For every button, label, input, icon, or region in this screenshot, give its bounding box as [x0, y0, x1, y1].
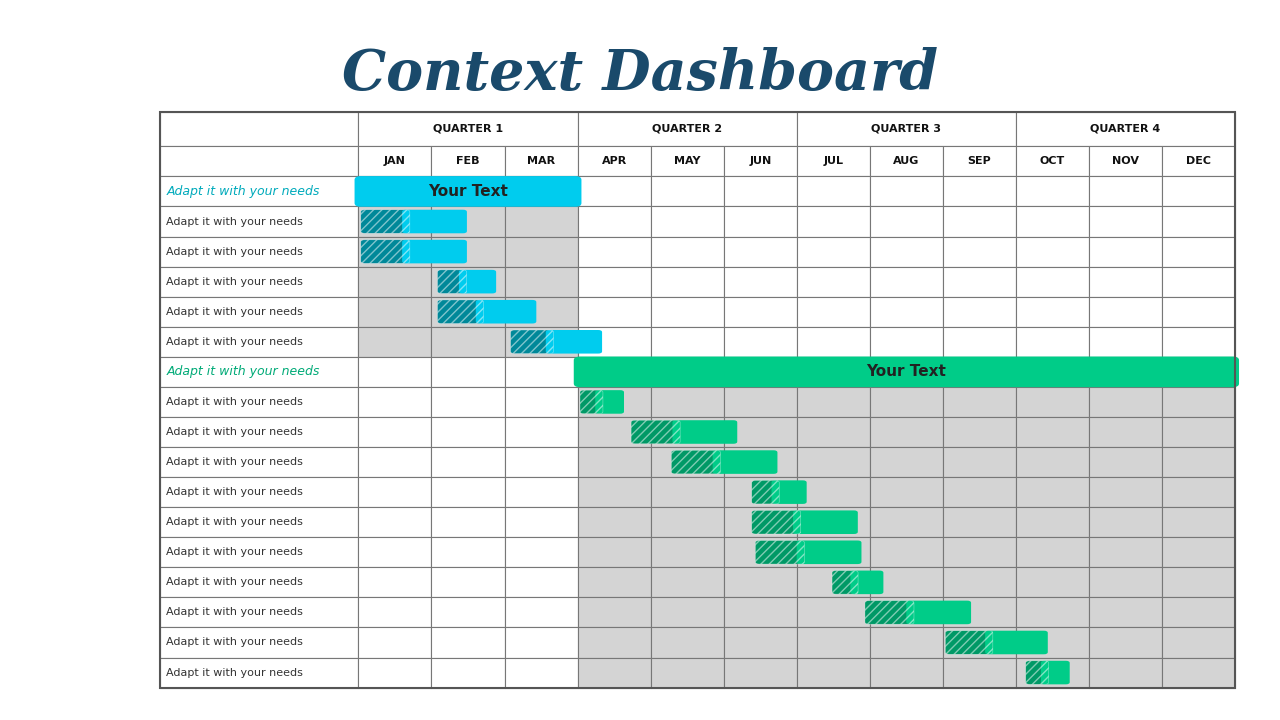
- Text: Adapt it with your needs: Adapt it with your needs: [166, 667, 303, 678]
- Text: APR: APR: [602, 156, 627, 166]
- Text: Adapt it with your needs: Adapt it with your needs: [166, 517, 303, 527]
- Text: Adapt it with your needs: Adapt it with your needs: [166, 365, 320, 378]
- Text: Adapt it with your needs: Adapt it with your needs: [166, 397, 303, 407]
- Text: OCT: OCT: [1039, 156, 1065, 166]
- Text: Adapt it with your needs: Adapt it with your needs: [166, 457, 303, 467]
- Text: MAY: MAY: [675, 156, 700, 166]
- Text: MAR: MAR: [527, 156, 556, 166]
- Text: SEP: SEP: [968, 156, 991, 166]
- Text: QUARTER 1: QUARTER 1: [433, 124, 503, 134]
- Text: Context Dashboard: Context Dashboard: [342, 47, 938, 102]
- Text: JUL: JUL: [823, 156, 844, 166]
- Text: QUARTER 3: QUARTER 3: [872, 124, 941, 134]
- Text: NOV: NOV: [1112, 156, 1139, 166]
- Text: Adapt it with your needs: Adapt it with your needs: [166, 608, 303, 618]
- Text: Your Text: Your Text: [867, 364, 946, 379]
- Text: JAN: JAN: [384, 156, 406, 166]
- Text: Adapt it with your needs: Adapt it with your needs: [166, 487, 303, 497]
- Text: DEC: DEC: [1187, 156, 1211, 166]
- Text: Adapt it with your needs: Adapt it with your needs: [166, 276, 303, 287]
- Text: AUG: AUG: [893, 156, 919, 166]
- Text: Adapt it with your needs: Adapt it with your needs: [166, 307, 303, 317]
- Text: QUARTER 4: QUARTER 4: [1091, 124, 1161, 134]
- Text: Adapt it with your needs: Adapt it with your needs: [166, 427, 303, 437]
- Text: QUARTER 2: QUARTER 2: [652, 124, 722, 134]
- Text: Adapt it with your needs: Adapt it with your needs: [166, 337, 303, 347]
- Text: Adapt it with your needs: Adapt it with your needs: [166, 246, 303, 256]
- Text: Adapt it with your needs: Adapt it with your needs: [166, 577, 303, 588]
- Text: JUN: JUN: [749, 156, 772, 166]
- Text: Adapt it with your needs: Adapt it with your needs: [166, 217, 303, 227]
- Text: Adapt it with your needs: Adapt it with your needs: [166, 185, 320, 198]
- Text: Your Text: Your Text: [428, 184, 508, 199]
- Text: FEB: FEB: [456, 156, 480, 166]
- Text: Adapt it with your needs: Adapt it with your needs: [166, 637, 303, 647]
- Text: Adapt it with your needs: Adapt it with your needs: [166, 547, 303, 557]
